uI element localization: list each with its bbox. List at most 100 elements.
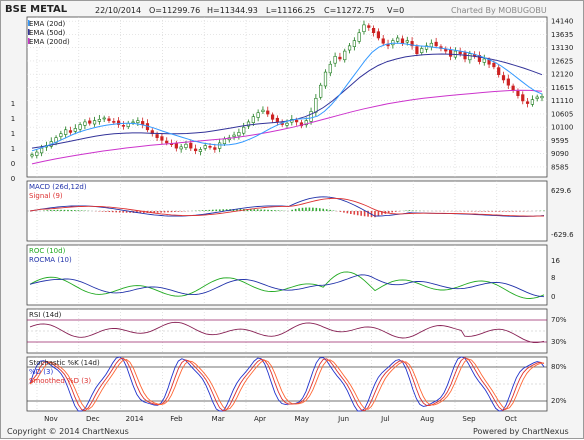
candle-body	[266, 110, 270, 115]
candle-body	[415, 46, 419, 55]
candle-body	[213, 147, 217, 150]
price-legend-entry: EMA (20d)	[29, 20, 66, 28]
ema20-line	[31, 42, 543, 152]
candle-body	[246, 121, 251, 127]
stoch-smoothed-d-line	[29, 358, 545, 411]
legend-swatch	[28, 29, 30, 35]
candle-body	[314, 98, 318, 113]
candle-body	[237, 132, 241, 137]
candle-body	[309, 111, 313, 122]
candle-body	[155, 134, 159, 138]
candle-body	[343, 50, 347, 61]
candle-body	[429, 42, 433, 47]
price-y-tick-label: 12120	[551, 71, 573, 79]
candle-body	[251, 116, 255, 124]
candle-body	[535, 96, 539, 99]
x-tick-label: Dec	[86, 415, 100, 423]
price-y-tick-label: 13635	[551, 31, 573, 39]
candle-body	[232, 134, 236, 137]
candle-body	[121, 125, 126, 127]
stoch-legend-entry: %D (3)	[29, 368, 53, 376]
candle-body	[352, 40, 356, 47]
candle-body	[525, 101, 530, 104]
candle-body	[319, 84, 323, 98]
candle-body	[376, 31, 381, 39]
candle-body	[357, 32, 361, 42]
candle-body	[83, 121, 87, 126]
candle-body	[64, 129, 68, 135]
candle-body	[59, 133, 63, 137]
price-y-tick-label: 11110	[551, 97, 573, 105]
rsi-legend-entry: RSI (14d)	[29, 311, 62, 319]
candle-body	[405, 40, 409, 43]
price-y-tick-label: 13130	[551, 44, 573, 52]
candle-body	[521, 94, 525, 102]
candle-body	[285, 122, 289, 126]
price-y-tick-label: 9595	[551, 137, 569, 145]
candle-body	[88, 120, 92, 124]
price-y-tick-label: 10100	[551, 124, 573, 132]
rsi-y-tick-label: 70%	[551, 316, 567, 324]
x-tick-label: 2014	[126, 415, 144, 423]
panel-price	[26, 16, 548, 178]
stoch-d-line	[29, 357, 545, 412]
candle-body	[117, 120, 121, 125]
candle-body	[304, 120, 308, 126]
candle-body	[477, 54, 482, 62]
macd-legend-entry: Signal (9)	[29, 192, 63, 200]
quote-close: C=11272.75	[324, 6, 375, 15]
candle-body	[112, 121, 116, 123]
candle-body	[497, 67, 501, 76]
rocma-line	[29, 274, 545, 298]
candle-body	[270, 114, 275, 120]
rsi-line	[29, 321, 545, 344]
candle-body	[242, 126, 246, 134]
roc-y-tick-label: 16	[551, 257, 560, 265]
legend-swatch	[28, 38, 30, 44]
candle-body	[338, 56, 342, 60]
left-y-tick-label: 0	[11, 175, 15, 183]
candle-body	[160, 136, 164, 141]
x-tick-label: Jun	[337, 415, 349, 423]
left-y-tick-label: 1	[11, 130, 15, 138]
candle-body	[174, 142, 178, 149]
rsi-y-tick-label: 30%	[551, 338, 567, 346]
candle-body	[275, 117, 279, 123]
price-y-tick-label: 9090	[551, 150, 569, 158]
candle-body	[218, 142, 222, 149]
candle-body	[333, 56, 337, 64]
x-tick-label: Mar	[212, 415, 225, 423]
price-y-tick-label: 11615	[551, 84, 573, 92]
candle-body	[222, 138, 227, 144]
candle-body	[444, 48, 448, 52]
macd-y-tick-label: 629.6	[551, 187, 572, 195]
candle-body	[511, 85, 515, 91]
chart-title: BSE METAL	[5, 4, 68, 15]
candle-body	[295, 119, 299, 123]
stoch-y-tick-label: 20%	[551, 397, 567, 405]
candle-body	[30, 154, 34, 157]
candle-body	[434, 41, 438, 47]
candle-body	[400, 38, 405, 44]
candle-body	[68, 130, 73, 133]
candle-body	[372, 27, 376, 34]
candle-body	[323, 71, 328, 87]
macd-legend-entry: MACD (26d,12d)	[29, 183, 87, 191]
candle-body	[261, 109, 265, 112]
candle-body	[92, 120, 97, 125]
x-tick-label: Sep	[462, 415, 476, 423]
signal-line	[29, 197, 545, 217]
candle-body	[424, 45, 429, 50]
candle-body	[347, 45, 352, 51]
candle-body	[396, 37, 400, 42]
candle-body	[506, 78, 510, 86]
candle-body	[40, 147, 44, 154]
price-y-tick-label: 8585	[551, 163, 569, 171]
roc-legend-entry: ROC (10d)	[29, 247, 66, 255]
stoch-k-line	[29, 356, 545, 412]
left-y-tick-label: 1	[11, 100, 15, 108]
left-y-tick-label: 0	[11, 160, 15, 168]
candle-body	[102, 117, 106, 120]
